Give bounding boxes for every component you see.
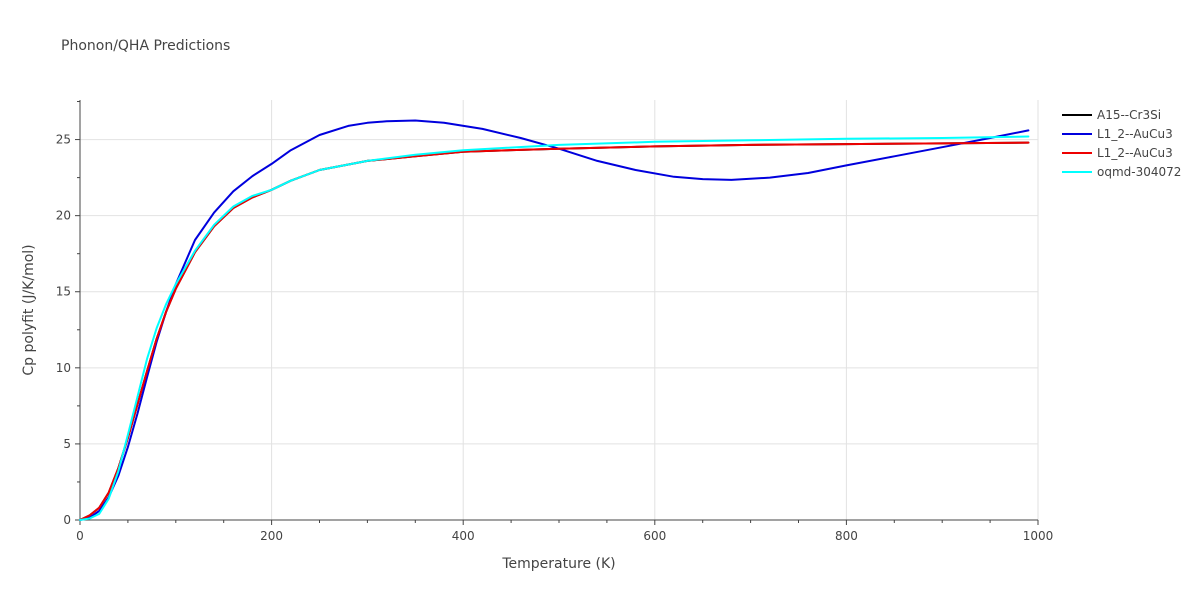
legend-item-1[interactable]: A15--Cr3Si [1062,108,1161,122]
y-tick-label: 25 [56,133,71,147]
legend-label: L1_2--AuCu3 [1097,146,1173,160]
series-line-4 [79,135,1030,521]
x-tick-label: 1000 [1023,529,1054,543]
x-axis-label: Temperature (K) [501,556,615,572]
x-tick-label: 400 [452,529,475,543]
series-line-3 [79,141,1030,521]
y-tick-label: 10 [56,361,71,375]
x-tick-label: 800 [835,529,858,543]
legend-label: oqmd-304072 [1097,165,1181,179]
legend-item-2[interactable]: L1_2--AuCu3 [1062,127,1173,141]
legend-label: L1_2--AuCu3 [1097,127,1173,141]
y-tick-label: 5 [63,437,71,451]
y-tick-label: 20 [56,209,71,223]
y-axis-label: Cp polyfit (J/K/mol) [21,244,37,375]
grid [80,100,1039,520]
x-tick-label: 600 [643,529,666,543]
plot-area [79,119,1030,521]
chart-title: Phonon/QHA Predictions [61,38,230,54]
y-tick-label: 15 [56,285,71,299]
x-ticks: 0 200 400 600 800 1000 [76,529,1053,543]
x-tick-label: 200 [260,529,283,543]
series-line-1 [79,141,1030,521]
legend-item-4[interactable]: oqmd-304072 [1062,165,1181,179]
axes [75,100,1039,525]
y-tick-label: 0 [63,513,71,527]
y-ticks: 0 5 10 15 20 25 [56,133,71,527]
x-tick-label: 0 [76,529,84,543]
legend-item-3[interactable]: L1_2--AuCu3 [1062,146,1173,160]
legend[interactable]: A15--Cr3Si L1_2--AuCu3 L1_2--AuCu3 oqmd-304… [1062,108,1181,179]
legend-label: A15--Cr3Si [1097,108,1161,122]
series-line-2 [79,119,1030,521]
